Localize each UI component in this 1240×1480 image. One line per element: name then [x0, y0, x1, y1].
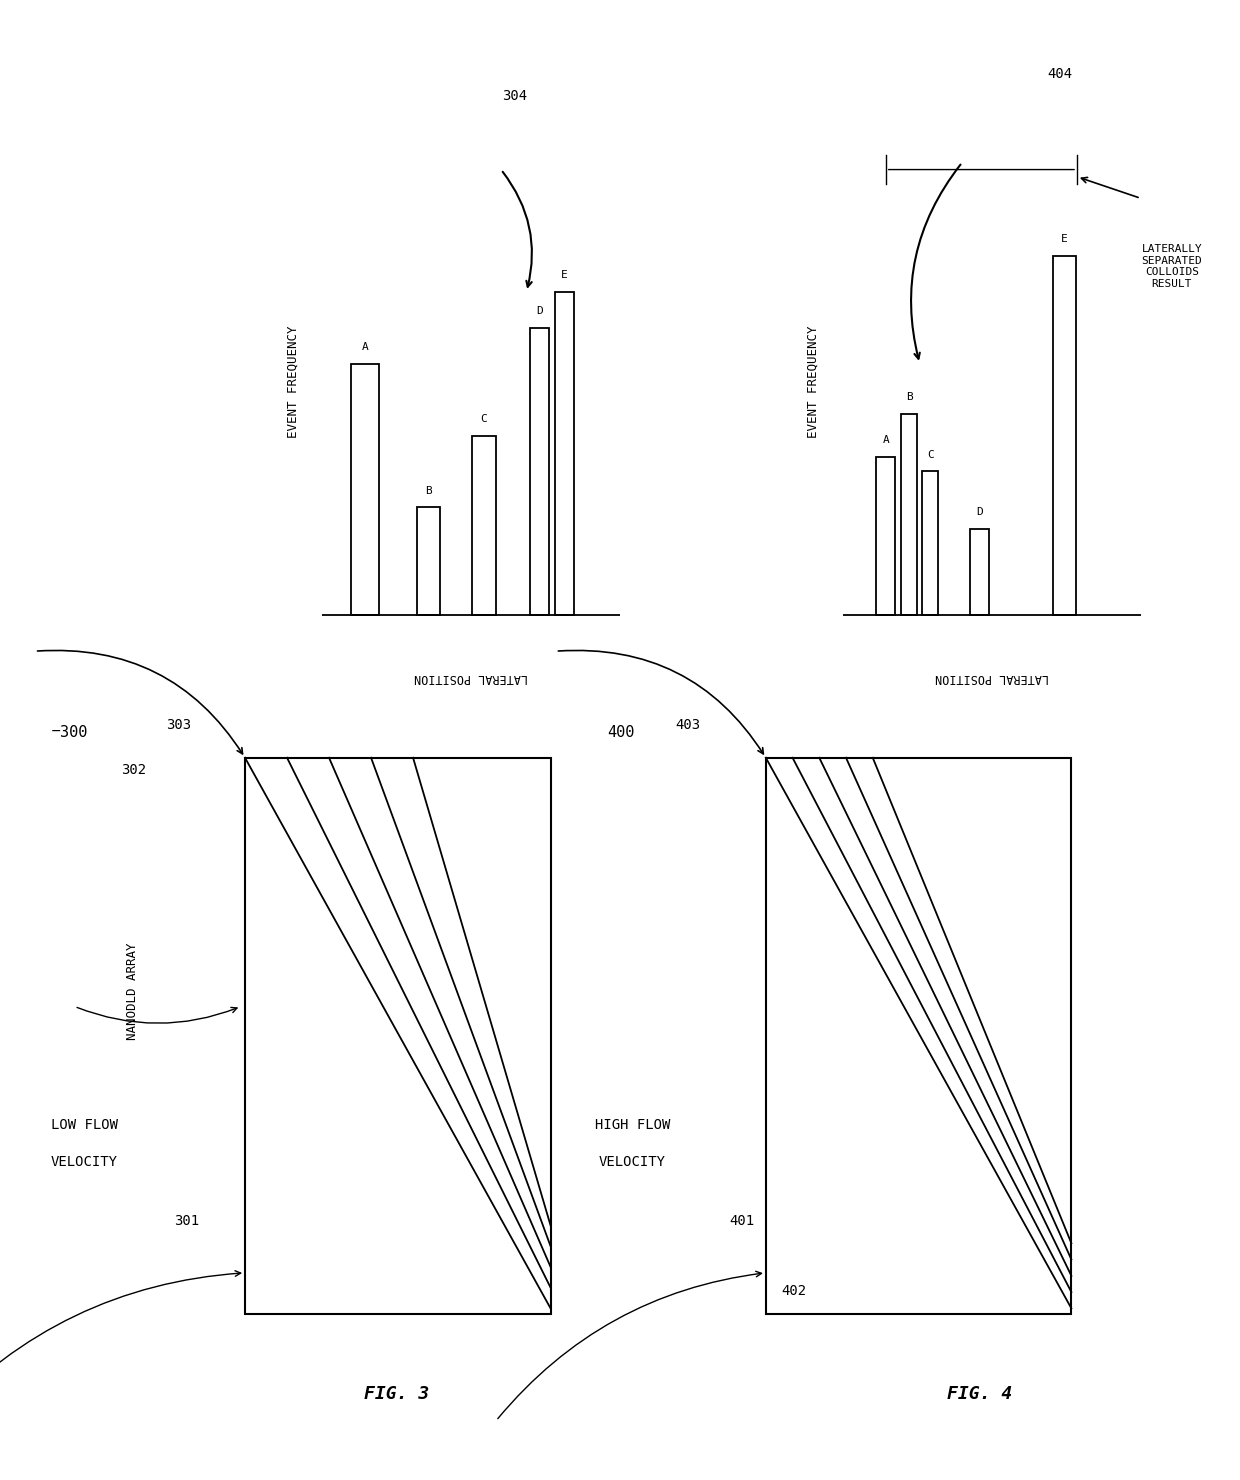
- Text: 404: 404: [1048, 67, 1073, 81]
- Bar: [529, 327, 549, 616]
- Text: VELOCITY: VELOCITY: [599, 1154, 666, 1169]
- Text: 400: 400: [608, 725, 635, 740]
- Bar: [246, 758, 551, 1314]
- Text: VELOCITY: VELOCITY: [51, 1154, 118, 1169]
- Text: E: E: [562, 269, 568, 280]
- Text: FIG. 4: FIG. 4: [947, 1385, 1012, 1403]
- Text: LOW FLOW: LOW FLOW: [51, 1117, 118, 1132]
- Text: C: C: [481, 414, 487, 423]
- Bar: [923, 472, 939, 616]
- Bar: [901, 414, 918, 616]
- Text: A: A: [883, 435, 889, 445]
- Bar: [472, 435, 496, 616]
- Text: E: E: [1061, 234, 1068, 244]
- Text: FIG. 3: FIG. 3: [365, 1385, 429, 1403]
- Text: B: B: [425, 485, 432, 496]
- Bar: [970, 528, 988, 616]
- Text: LATERAL POSITION: LATERAL POSITION: [935, 672, 1049, 684]
- Bar: [877, 457, 895, 616]
- Text: 300: 300: [60, 725, 87, 740]
- Text: 302: 302: [122, 762, 146, 777]
- Text: 303: 303: [166, 718, 191, 733]
- Text: 402: 402: [781, 1283, 807, 1298]
- Bar: [1053, 256, 1076, 616]
- Text: D: D: [536, 306, 543, 317]
- Text: A: A: [362, 342, 368, 352]
- Text: 301: 301: [174, 1214, 198, 1228]
- Text: NANODLD ARRAY: NANODLD ARRAY: [126, 943, 139, 1040]
- Text: B: B: [905, 392, 913, 403]
- Text: LATERALLY
SEPARATED
COLLOIDS
RESULT: LATERALLY SEPARATED COLLOIDS RESULT: [1142, 244, 1202, 289]
- Text: 401: 401: [729, 1214, 754, 1228]
- Bar: [351, 364, 378, 616]
- Bar: [766, 758, 1071, 1314]
- Text: LATERAL POSITION: LATERAL POSITION: [414, 672, 528, 684]
- Bar: [556, 292, 574, 616]
- Text: 403: 403: [676, 718, 701, 733]
- Text: 304: 304: [502, 89, 527, 104]
- Text: EVENT FREQUENCY: EVENT FREQUENCY: [286, 326, 299, 438]
- Text: HIGH FLOW: HIGH FLOW: [595, 1117, 670, 1132]
- Text: D: D: [976, 508, 982, 518]
- Text: EVENT FREQUENCY: EVENT FREQUENCY: [807, 326, 820, 438]
- Text: C: C: [928, 450, 934, 460]
- Bar: [417, 508, 440, 616]
